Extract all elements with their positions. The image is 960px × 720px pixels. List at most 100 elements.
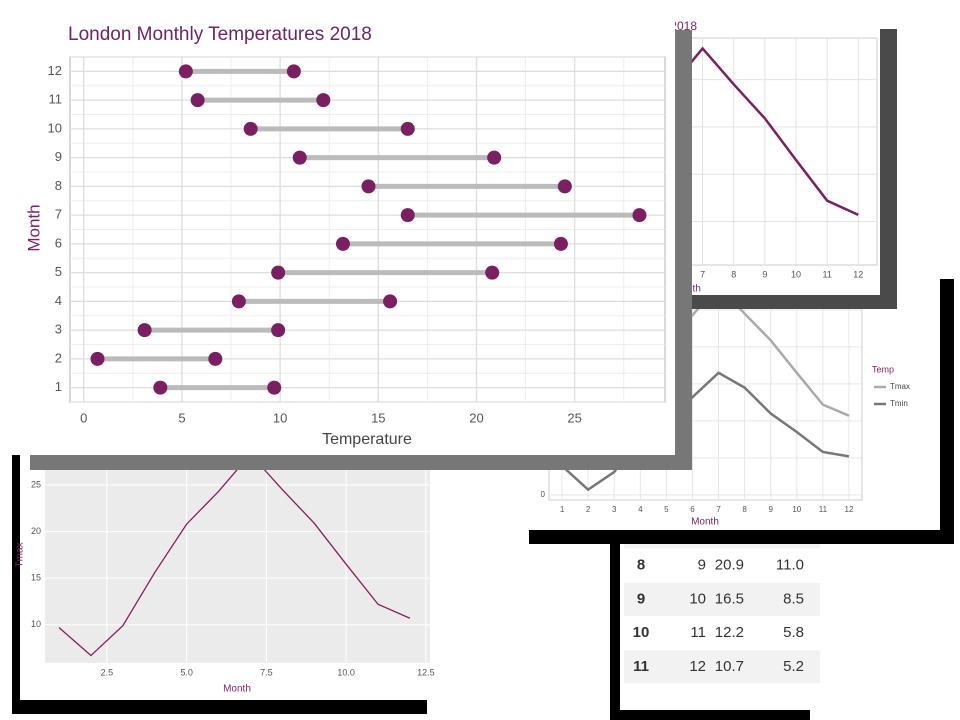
dumbbell-point: [286, 64, 301, 79]
table-cell: 11.0: [776, 557, 804, 574]
dumbbell-point: [90, 351, 105, 366]
legend-title: Temp: [872, 364, 894, 374]
x-tick-label: 12: [853, 269, 863, 279]
x-tick-label: 3: [612, 505, 617, 514]
table-cell: 5.2: [783, 658, 804, 675]
y-tick-label: 8: [55, 178, 62, 193]
dumbbell-point: [231, 294, 246, 309]
x-tick-label: 5: [664, 505, 669, 514]
dumbbell-point: [267, 380, 282, 395]
dumbbell-point: [400, 121, 415, 136]
y-tick-label: 25: [31, 479, 41, 489]
table-cell: 8.5: [783, 590, 804, 607]
x-tick-label: 12: [845, 505, 854, 514]
table-cell: 10.7: [715, 658, 744, 675]
x-axis-label: Month: [223, 684, 251, 695]
table-cell: 5.8: [783, 624, 804, 641]
table-row: [624, 616, 820, 650]
x-tick-label: 8: [742, 505, 747, 514]
x-tick-label: 7: [700, 269, 705, 279]
y-tick-label: 11: [49, 92, 63, 107]
y-tick-label: 5: [55, 264, 62, 279]
x-tick-label: 2.5: [101, 667, 114, 677]
table-row: [624, 582, 820, 616]
y-tick-label: 20: [31, 526, 41, 536]
dumbbell-point: [208, 351, 223, 366]
table-cell: 12: [689, 658, 706, 675]
y-tick-label: 4: [55, 293, 62, 308]
series-line: [58, 453, 411, 657]
dumbbell-point: [485, 265, 500, 280]
y-tick-label: 12: [48, 63, 62, 78]
table-cell: 20.9: [715, 557, 744, 574]
dumbbell-point: [243, 121, 258, 136]
dumbbell-point: [335, 236, 350, 251]
table-cell: 11: [633, 658, 649, 675]
dumbbell-point: [487, 150, 502, 165]
dumbbell-point: [271, 265, 286, 280]
dumbbell-point: [553, 236, 568, 251]
y-tick-label: 3: [55, 322, 62, 337]
dumbbell-point: [557, 179, 572, 194]
dumbbell-point: [383, 294, 398, 309]
dumbbell-point: [271, 323, 286, 338]
dumbbell-point: [316, 93, 331, 108]
x-tick-label: 6: [690, 505, 695, 514]
y-tick-label: 10: [48, 120, 62, 135]
dumbbell-point: [153, 380, 168, 395]
x-tick-label: 20: [469, 410, 483, 425]
x-tick-label: 9: [768, 505, 773, 514]
dumbbell-point: [400, 208, 415, 223]
dumbbell-point: [361, 179, 376, 194]
dumbbell-point: [137, 323, 152, 338]
legend-label: Tmax: [890, 382, 910, 391]
y-tick-label: 7: [55, 207, 62, 222]
y-tick-label: 2: [55, 350, 62, 365]
y-tick-label: 0: [541, 490, 546, 499]
dumbbell-point: [292, 150, 307, 165]
chart-title: London Monthly Temperatures 2018: [68, 24, 372, 45]
plot-background: [45, 450, 430, 663]
x-axis-label: Month: [691, 517, 719, 528]
y-tick-label: 10: [31, 619, 41, 629]
x-tick-label: 15: [371, 410, 385, 425]
x-tick-label: 4: [638, 505, 643, 514]
table-cell: 16.5: [715, 590, 744, 607]
table-cell: 9: [637, 590, 645, 607]
table-row: [624, 549, 820, 583]
table-cell: 11: [690, 624, 706, 641]
x-tick-label: 11: [822, 269, 831, 279]
y-tick-label: 15: [31, 573, 41, 583]
table-cell: 12.2: [715, 624, 744, 641]
y-axis-label: Tmax: [15, 543, 26, 568]
legend-label: Tmin: [890, 399, 908, 408]
table-row: [624, 650, 820, 684]
x-tick-label: 12.5: [417, 667, 435, 677]
table-cell: 10: [633, 624, 650, 641]
x-tick-label: 5.0: [180, 667, 193, 677]
y-tick-label: 9: [55, 149, 62, 164]
x-tick-label: 10.0: [337, 667, 355, 677]
x-tick-label: 1: [560, 505, 565, 514]
dumbbell-point: [190, 93, 205, 108]
y-axis-label: Month: [24, 204, 43, 251]
table-cell: 8: [637, 557, 645, 574]
x-tick-label: 7: [716, 505, 721, 514]
x-tick-label: 10: [791, 269, 801, 279]
line-chart: 0510152025123456789101112MonthTempTmaxTm…: [515, 265, 954, 544]
x-tick-label: 8: [731, 269, 736, 279]
table-cell: 10: [689, 590, 706, 607]
x-axis-label: Temperature: [322, 431, 412, 448]
x-tick-label: 25: [567, 410, 581, 425]
dumbbell-point: [632, 208, 647, 223]
table-cell: 9: [698, 557, 706, 574]
x-tick-label: 2: [586, 505, 591, 514]
x-tick-label: 10: [273, 410, 287, 425]
series-line: [561, 371, 850, 492]
x-tick-label: 9: [762, 269, 767, 279]
x-tick-label: 5: [178, 410, 185, 425]
x-tick-label: 7.5: [260, 667, 273, 677]
